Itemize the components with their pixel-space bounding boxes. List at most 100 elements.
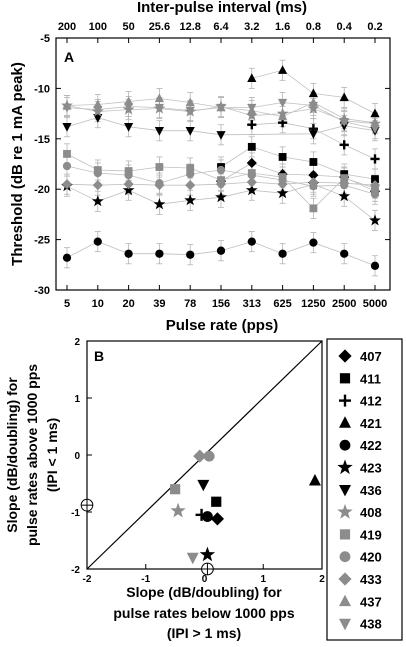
point-412 — [339, 140, 349, 150]
point-408 — [153, 102, 166, 114]
legend-marker — [337, 459, 353, 475]
point-423 — [369, 214, 381, 226]
point-419 — [63, 150, 71, 158]
legend-label: 436 — [360, 483, 382, 498]
point-433 — [92, 180, 103, 191]
point-412 — [370, 154, 380, 164]
point-421 — [278, 65, 288, 74]
x-tick-label: 2500 — [332, 298, 356, 310]
top-tick-label: 0.4 — [337, 21, 353, 33]
legend-label: 421 — [360, 416, 382, 431]
point-411 — [371, 175, 379, 184]
legend-marker — [339, 551, 351, 563]
point-422 — [202, 511, 213, 522]
top-tick-label: 25.6 — [149, 21, 170, 33]
point-clipped-2 — [201, 562, 214, 576]
x-tick-label: 20 — [122, 298, 134, 310]
panel-a-top-axis-label: Inter-pulse interval (ms) — [137, 0, 307, 16]
panel-b-ylabel-line-1: Slope (dB/doubling) for — [4, 377, 20, 533]
point-423 — [199, 546, 216, 562]
point-420 — [370, 190, 380, 199]
legend-label: 420 — [360, 550, 382, 565]
point-421 — [370, 108, 380, 118]
x-tick-label: 5 — [64, 298, 70, 310]
top-tick-label: 50 — [122, 21, 134, 33]
legend-item: 408 — [337, 504, 382, 520]
legend-label: 422 — [360, 438, 382, 453]
point-419 — [186, 164, 195, 172]
y-tick-label: -20 — [34, 184, 50, 196]
legend-label: 423 — [360, 461, 382, 476]
y-tick-label: -25 — [34, 235, 50, 247]
point-407 — [308, 170, 319, 181]
point-408 — [91, 105, 104, 117]
panel-a-plot: 200 100 50 25.6 12.8 6.4 3.2 1.6 0.8 0.4 0.2 5 10 20 3… — [34, 21, 390, 310]
x-tick-label: -1 — [141, 574, 150, 585]
legend-label: 419 — [360, 527, 382, 542]
point-419 — [170, 484, 181, 495]
top-tick-label: 0.8 — [306, 21, 321, 33]
top-tick-label: 1.6 — [275, 21, 290, 33]
point-422 — [93, 237, 102, 246]
point-421 — [247, 73, 257, 82]
point-436 — [154, 127, 164, 136]
point-408 — [184, 105, 197, 117]
point-412 — [247, 120, 257, 130]
point-436 — [308, 130, 318, 139]
point-433 — [308, 177, 319, 188]
point-433 — [193, 449, 207, 463]
top-tick-label: 12.8 — [179, 21, 200, 33]
point-423 — [184, 194, 197, 206]
point-437 — [308, 97, 318, 107]
panel-b-xlabel-line-2: pulse rates below 1000 pps — [113, 605, 295, 621]
panel-a-frame — [55, 37, 391, 291]
legend-label: 433 — [360, 572, 382, 587]
y-tick-label: -15 — [34, 134, 50, 146]
legend-label: 412 — [360, 394, 382, 409]
point-433 — [123, 179, 134, 190]
point-408 — [338, 114, 351, 126]
y-tick-label: 1 — [74, 394, 80, 405]
point-423 — [122, 184, 135, 196]
legend-marker — [339, 485, 351, 497]
top-tick-label: 100 — [89, 21, 107, 33]
y-tick-label: -1 — [71, 508, 80, 519]
top-tick-label: 6.4 — [213, 21, 229, 33]
x-tick-label: 625 — [273, 298, 291, 310]
legend-item: 437 — [339, 594, 382, 609]
legend-marker — [339, 416, 351, 428]
legend-label: 408 — [360, 505, 382, 520]
point-421 — [308, 88, 318, 98]
point-411 — [278, 153, 287, 161]
top-tick-label: 3.2 — [244, 21, 259, 33]
point-433 — [246, 177, 257, 188]
point-422 — [247, 237, 256, 246]
legend-item: 412 — [339, 394, 382, 409]
point-408 — [215, 100, 227, 112]
point-436 — [197, 479, 210, 492]
point-420 — [62, 161, 72, 171]
series-line-411 — [220, 146, 376, 180]
point-436 — [185, 127, 195, 136]
legend-marker — [339, 529, 351, 540]
y-tick-label: -5 — [40, 33, 50, 45]
legend-marker — [339, 594, 351, 607]
legend-marker — [339, 618, 351, 631]
point-422 — [216, 246, 226, 255]
x-tick-label: 5000 — [363, 298, 387, 310]
legend-item: 438 — [339, 617, 382, 632]
point-407 — [210, 512, 225, 526]
y-tick-label: -30 — [34, 285, 50, 297]
panel-a-xlabel: Pulse rate (pps) — [166, 317, 279, 334]
point-422 — [155, 249, 164, 258]
legend-marker — [337, 504, 353, 519]
point-436 — [124, 123, 134, 132]
point-420 — [247, 170, 256, 180]
point-433 — [339, 178, 350, 189]
point-408 — [369, 117, 381, 129]
legend-item: 407 — [338, 349, 382, 364]
point-423 — [245, 184, 258, 196]
legend-item: 421 — [339, 416, 382, 431]
x-tick-label: 0 — [202, 574, 208, 585]
